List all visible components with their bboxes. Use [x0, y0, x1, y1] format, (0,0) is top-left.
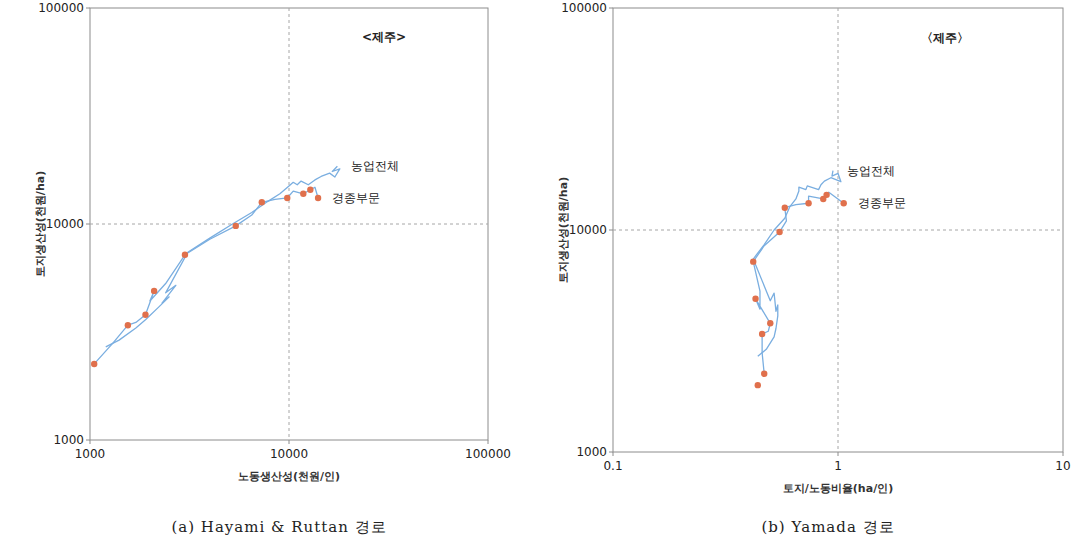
point: [782, 205, 788, 211]
point: [91, 361, 97, 367]
point: [284, 195, 290, 201]
series-label: 경종부문: [858, 196, 906, 210]
point: [776, 229, 782, 235]
grid-line: [613, 230, 1063, 231]
caption: (b) Yamada 경로: [761, 518, 894, 536]
tick-mark: [613, 452, 614, 456]
point: [233, 223, 239, 229]
point: [840, 200, 846, 206]
tick-mark: [838, 452, 839, 456]
tick-label: 1000: [75, 447, 106, 461]
series-label: 농업전체: [351, 159, 399, 173]
point: [805, 200, 811, 206]
point: [823, 192, 829, 198]
point: [750, 258, 756, 264]
tick-label: 1000: [53, 433, 84, 447]
point: [752, 296, 758, 302]
x-axis-label: 노동생산성(천원/인): [238, 470, 340, 483]
series-label: 경종부문: [332, 191, 380, 205]
y-axis-label: 토지생산성(천원/ha): [557, 177, 570, 283]
tick-mark: [609, 8, 613, 9]
marks: [750, 171, 847, 389]
tick-mark: [488, 440, 489, 444]
series-line: [94, 187, 318, 364]
tick-mark: [1063, 452, 1064, 456]
point: [125, 322, 131, 328]
y-axis-label: 토지생산성(천원/ha): [34, 171, 47, 277]
point: [182, 252, 188, 258]
tick-label: 10000: [569, 223, 607, 237]
tick-mark: [609, 452, 613, 453]
tick-label: 10000: [270, 447, 308, 461]
point: [761, 371, 767, 377]
annotation: <제주>: [362, 30, 406, 44]
tick-mark: [86, 440, 90, 441]
point: [300, 191, 306, 197]
point: [767, 320, 773, 326]
series-labels: 농업전체경종부문: [847, 164, 906, 211]
series-labels: 농업전체경종부문: [332, 159, 399, 205]
annotation: 〈제주〉: [921, 31, 969, 45]
series-line: [753, 192, 843, 374]
point: [755, 382, 761, 388]
tick-mark: [90, 440, 91, 444]
series-line: [106, 166, 340, 347]
plot-frame: [90, 8, 488, 440]
tick-label: 1000: [576, 445, 607, 459]
tick-label: 100000: [561, 1, 607, 15]
grid-line: [90, 224, 488, 225]
chart: 1000 10000 100000 1000 10000 100000 노동생산성(천원/인…: [34, 1, 511, 536]
tick-label: 10: [1055, 459, 1070, 473]
tick-label: 100000: [465, 447, 511, 461]
tick-mark: [86, 8, 90, 9]
series-line: [753, 171, 841, 357]
point: [151, 288, 157, 294]
point: [315, 195, 321, 201]
point: [142, 312, 148, 318]
point: [259, 199, 265, 205]
tick-mark: [86, 224, 90, 225]
tick-mark: [289, 440, 290, 444]
series-label: 농업전체: [847, 164, 895, 178]
marks: [91, 166, 340, 367]
tick-label: 0.1: [603, 459, 622, 473]
caption: (a) Hayami & Ruttan 경로: [171, 518, 386, 536]
plot-frame: [613, 8, 1063, 452]
point: [759, 331, 765, 337]
x-axis-label: 토지/노동비율(ha/인): [783, 482, 893, 495]
tick-label: 1: [834, 459, 842, 473]
figure: 1000 10000 100000 1000 10000 100000 노동생산성(천원/인…: [0, 0, 1074, 552]
tick-label: 10000: [46, 217, 84, 231]
point: [307, 187, 313, 193]
tick-mark: [609, 230, 613, 231]
tick-label: 100000: [38, 1, 84, 15]
chart: 0.1 1 10 1000 10000 100000 토지/노동비율(ha/인) 토지생산성(…: [557, 1, 1071, 536]
